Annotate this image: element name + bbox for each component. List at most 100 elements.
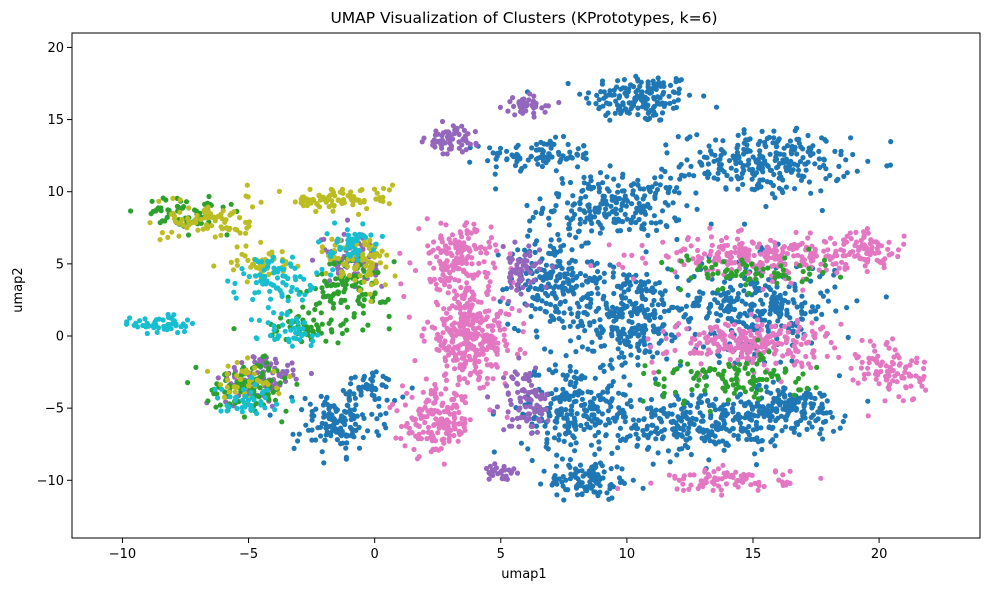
scatter-point	[536, 247, 543, 253]
scatter-point	[740, 181, 746, 187]
scatter-point	[672, 389, 679, 395]
scatter-point	[516, 424, 522, 430]
scatter-point	[748, 332, 754, 338]
scatter-point	[579, 468, 585, 474]
scatter-point	[361, 268, 367, 274]
scatter-point	[361, 297, 367, 303]
scatter-point	[808, 365, 814, 371]
scatter-point	[446, 306, 452, 312]
scatter-point	[518, 415, 524, 421]
scatter-point	[432, 438, 439, 444]
scatter-point	[201, 207, 207, 214]
scatter-point	[738, 247, 744, 253]
scatter-point	[551, 435, 558, 441]
scatter-point	[299, 407, 305, 413]
scatter-point	[589, 228, 595, 234]
scatter-point	[633, 300, 639, 306]
scatter-point	[476, 260, 482, 267]
scatter-point	[816, 156, 822, 162]
scatter-point	[567, 381, 573, 388]
scatter-point	[554, 492, 560, 498]
scatter-point	[728, 295, 734, 301]
scatter-point	[766, 255, 772, 261]
scatter-point	[584, 488, 590, 494]
scatter-point	[580, 323, 586, 329]
scatter-point	[456, 301, 462, 307]
scatter-point	[599, 78, 606, 84]
scatter-point	[570, 277, 576, 283]
scatter-point	[259, 370, 265, 376]
scatter-point	[474, 347, 480, 353]
scatter-point	[222, 219, 228, 225]
scatter-point	[693, 300, 700, 306]
scatter-point	[821, 257, 828, 263]
scatter-point	[308, 370, 314, 377]
scatter-point	[455, 250, 461, 256]
scatter-point	[422, 404, 428, 410]
scatter-point	[875, 353, 881, 359]
scatter-point	[529, 389, 535, 395]
scatter-point	[688, 340, 694, 346]
scatter-point	[618, 86, 624, 92]
scatter-point	[591, 274, 598, 281]
scatter-point	[569, 408, 575, 414]
scatter-point	[695, 247, 701, 254]
scatter-point	[791, 253, 797, 259]
scatter-point	[334, 407, 340, 413]
scatter-point	[802, 300, 808, 306]
scatter-point	[569, 247, 575, 253]
scatter-point	[749, 186, 755, 192]
scatter-point	[594, 208, 600, 214]
scatter-point	[619, 362, 625, 368]
scatter-point	[334, 419, 340, 426]
scatter-point	[759, 446, 765, 453]
scatter-point	[386, 326, 392, 332]
scatter-point	[853, 229, 859, 235]
scatter-point	[331, 403, 337, 409]
scatter-point	[432, 408, 438, 414]
scatter-point	[763, 143, 769, 150]
scatter-point	[702, 467, 708, 473]
scatter-point	[614, 84, 620, 90]
scatter-point	[441, 248, 447, 254]
scatter-point	[817, 164, 823, 171]
scatter-point	[435, 131, 441, 137]
scatter-point	[778, 306, 784, 312]
scatter-point	[461, 127, 467, 133]
scatter-point	[757, 148, 763, 154]
scatter-point	[302, 395, 308, 402]
scatter-point	[545, 293, 551, 299]
scatter-point	[544, 430, 551, 436]
scatter-point	[886, 345, 892, 351]
scatter-point	[694, 206, 700, 212]
scatter-point	[750, 356, 757, 362]
scatter-point	[650, 328, 657, 334]
scatter-point	[629, 425, 635, 431]
scatter-point	[501, 326, 507, 332]
scatter-point	[730, 417, 736, 423]
scatter-point	[477, 369, 483, 375]
scatter-point	[381, 421, 387, 427]
scatter-point	[592, 375, 598, 381]
scatter-point	[703, 335, 709, 341]
scatter-point	[618, 207, 624, 213]
scatter-point	[198, 216, 204, 223]
scatter-point	[532, 249, 538, 255]
scatter-point	[751, 382, 757, 388]
scatter-point	[812, 308, 818, 314]
scatter-point	[560, 280, 567, 286]
scatter-point	[707, 225, 713, 231]
scatter-point	[695, 267, 701, 273]
scatter-point	[800, 155, 806, 161]
scatter-point	[740, 478, 746, 484]
scatter-point	[528, 313, 534, 320]
scatter-point	[767, 311, 773, 317]
scatter-point	[425, 424, 432, 430]
scatter-point	[695, 236, 701, 242]
scatter-point	[441, 372, 447, 378]
scatter-point	[798, 341, 804, 347]
scatter-point	[630, 417, 637, 423]
scatter-point	[527, 227, 533, 233]
scatter-point	[688, 275, 694, 281]
scatter-point	[644, 116, 650, 123]
